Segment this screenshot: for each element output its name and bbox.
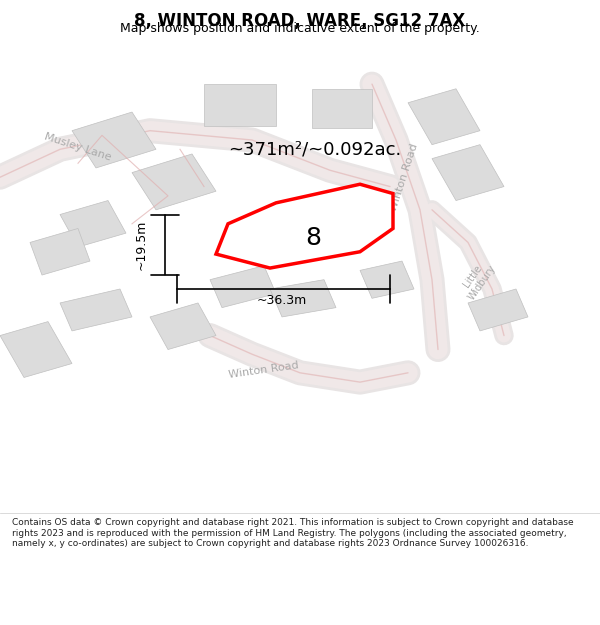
Text: Contains OS data © Crown copyright and database right 2021. This information is : Contains OS data © Crown copyright and d… [12,518,574,548]
Text: 8, WINTON ROAD, WARE, SG12 7AX: 8, WINTON ROAD, WARE, SG12 7AX [134,12,466,30]
Polygon shape [432,144,504,201]
Polygon shape [468,289,528,331]
Text: Musley Lane: Musley Lane [43,131,113,162]
Polygon shape [30,229,90,275]
Polygon shape [132,154,216,210]
Text: ~371m²/~0.092ac.: ~371m²/~0.092ac. [228,140,401,158]
Text: Little
Widbury: Little Widbury [457,257,497,302]
Polygon shape [312,89,372,128]
Polygon shape [60,289,132,331]
Polygon shape [204,84,276,126]
Polygon shape [150,303,216,349]
Polygon shape [0,322,72,378]
Text: Map shows position and indicative extent of the property.: Map shows position and indicative extent… [120,22,480,35]
Text: 8: 8 [305,226,322,250]
Polygon shape [360,261,414,298]
Text: ~19.5m: ~19.5m [134,219,148,270]
Text: Winton Road: Winton Road [228,361,300,381]
Polygon shape [210,266,276,308]
Text: Winton Road: Winton Road [388,142,419,212]
Polygon shape [216,184,393,268]
Polygon shape [270,280,336,317]
Polygon shape [60,201,126,247]
Polygon shape [72,112,156,168]
Polygon shape [408,89,480,144]
Text: ~36.3m: ~36.3m [257,294,307,307]
